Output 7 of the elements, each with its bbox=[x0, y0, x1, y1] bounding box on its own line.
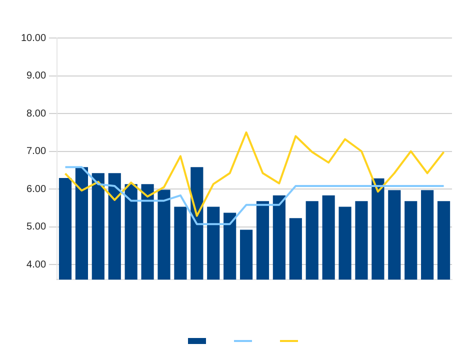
y-tick-label: 6.00 bbox=[26, 184, 46, 195]
y-tick-label: 10.00 bbox=[20, 32, 46, 44]
y-tick-label: 7.00 bbox=[26, 146, 46, 157]
y-tick-label: 8.00 bbox=[26, 108, 46, 120]
y-tick-label: 9.00 bbox=[26, 70, 46, 82]
y-tick-label: 4.00 bbox=[26, 259, 46, 270]
y-tick-label: 5.00 bbox=[26, 222, 46, 232]
